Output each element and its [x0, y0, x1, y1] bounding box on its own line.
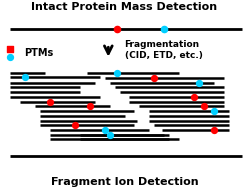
Point	[103, 129, 107, 132]
Point	[202, 105, 206, 108]
Point	[212, 110, 216, 113]
Point	[23, 76, 27, 79]
Point	[88, 105, 92, 108]
Point	[48, 100, 52, 103]
Text: PTMs: PTMs	[24, 48, 53, 58]
Point	[212, 129, 216, 132]
Point	[115, 28, 119, 31]
Point	[115, 72, 119, 75]
Point	[73, 124, 77, 127]
Point	[8, 48, 12, 51]
Point	[162, 28, 166, 31]
Point	[152, 76, 156, 79]
Text: Fragment Ion Detection: Fragment Ion Detection	[51, 177, 198, 187]
Text: Intact Protein Mass Detection: Intact Protein Mass Detection	[31, 2, 218, 12]
Point	[192, 95, 196, 98]
Point	[197, 81, 201, 84]
Point	[8, 55, 12, 58]
Point	[108, 133, 112, 136]
Text: Fragmentation
(CID, ETD, etc.): Fragmentation (CID, ETD, etc.)	[124, 40, 202, 60]
